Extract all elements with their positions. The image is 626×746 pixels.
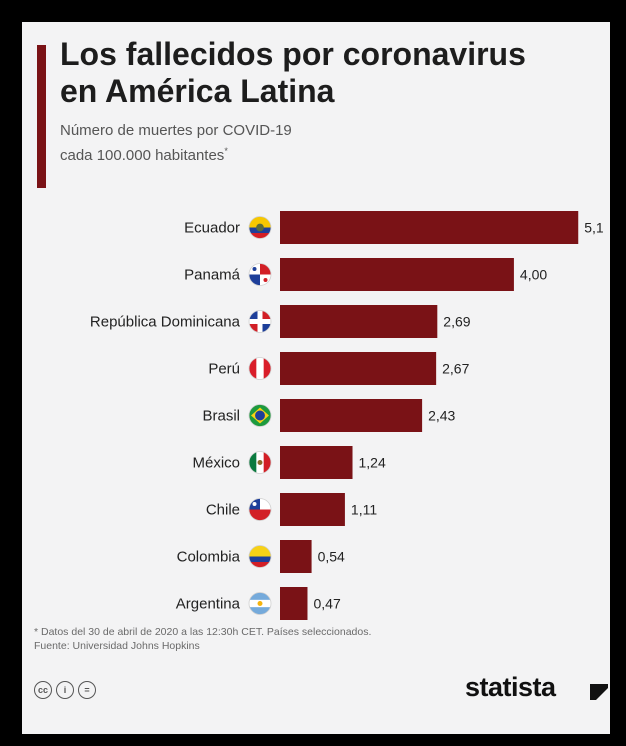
bar-colombia (280, 540, 312, 573)
bar-brasil (280, 399, 423, 432)
category-label-colombia: Colombia (177, 549, 241, 566)
bar-peru (280, 352, 437, 385)
bar-mexico (280, 446, 353, 479)
chart-subtitle: Número de muertes por COVID-19 cada 100.… (60, 121, 380, 166)
category-label-chile: Chile (206, 502, 240, 519)
statista-logo: statista (465, 672, 556, 702)
value-label-republica-dominicana: 2,69 (443, 314, 470, 330)
subtitle-footnote-mark: * (224, 146, 228, 156)
bar-chile (280, 493, 345, 526)
chile-flag-icon (248, 498, 272, 521)
cc-icon: cc (34, 681, 52, 699)
bar-ecuador (280, 211, 579, 244)
value-label-ecuador: 5,1 (584, 220, 604, 236)
value-label-panama: 4,00 (520, 267, 547, 283)
category-label-panama: Panamá (184, 267, 241, 284)
dominican-republic-flag-icon (248, 310, 272, 333)
value-label-mexico: 1,24 (359, 455, 386, 471)
value-label-colombia: 0,54 (318, 549, 345, 565)
brazil-flag-icon (248, 404, 272, 427)
license-icons: cc i = (34, 681, 96, 699)
bar-chart: Ecuador 5,1 Panamá 4,00 República Dominicana… (90, 211, 604, 620)
panama-flag-icon (248, 263, 272, 286)
no-derivatives-icon: = (78, 681, 96, 699)
title-accent-bar (37, 45, 46, 188)
category-label-ecuador: Ecuador (184, 220, 240, 237)
ecuador-flag-icon (248, 216, 272, 239)
bar-panama (280, 258, 514, 291)
title-line-1: Los fallecidos por coronavirus (60, 36, 526, 72)
subtitle-line-1: Número de muertes por COVID-19 (60, 122, 292, 139)
category-label-argentina: Argentina (176, 596, 241, 613)
value-label-chile: 1,11 (351, 502, 377, 518)
value-label-brasil: 2,43 (428, 408, 455, 424)
statista-logo-mark-icon (590, 684, 608, 700)
value-label-peru: 2,67 (442, 361, 469, 377)
category-label-brasil: Brasil (202, 408, 240, 425)
chart-footer: * Datos del 30 de abril de 2020 a las 12… (34, 625, 574, 653)
bar-republica-dominicana (280, 305, 438, 338)
source-text: Fuente: Universidad Johns Hopkins (34, 640, 200, 652)
bar-argentina (280, 587, 308, 620)
value-label-argentina: 0,47 (313, 596, 340, 612)
category-label-mexico: México (192, 455, 240, 472)
subtitle-line-2: cada 100.000 habitantes (60, 147, 225, 164)
peru-flag-icon (248, 357, 272, 380)
title-line-2: en América Latina (60, 73, 335, 109)
category-label-republica-dominicana: República Dominicana (90, 314, 241, 331)
category-label-peru: Perú (208, 361, 240, 378)
attribution-icon: i (56, 681, 74, 699)
mexico-flag-icon (248, 451, 272, 474)
argentina-flag-icon (248, 592, 272, 615)
footnote-text: * Datos del 30 de abril de 2020 a las 12… (34, 626, 372, 638)
colombia-flag-icon (248, 545, 272, 568)
chart-title: Los fallecidos por coronavirus en Améric… (60, 36, 620, 110)
